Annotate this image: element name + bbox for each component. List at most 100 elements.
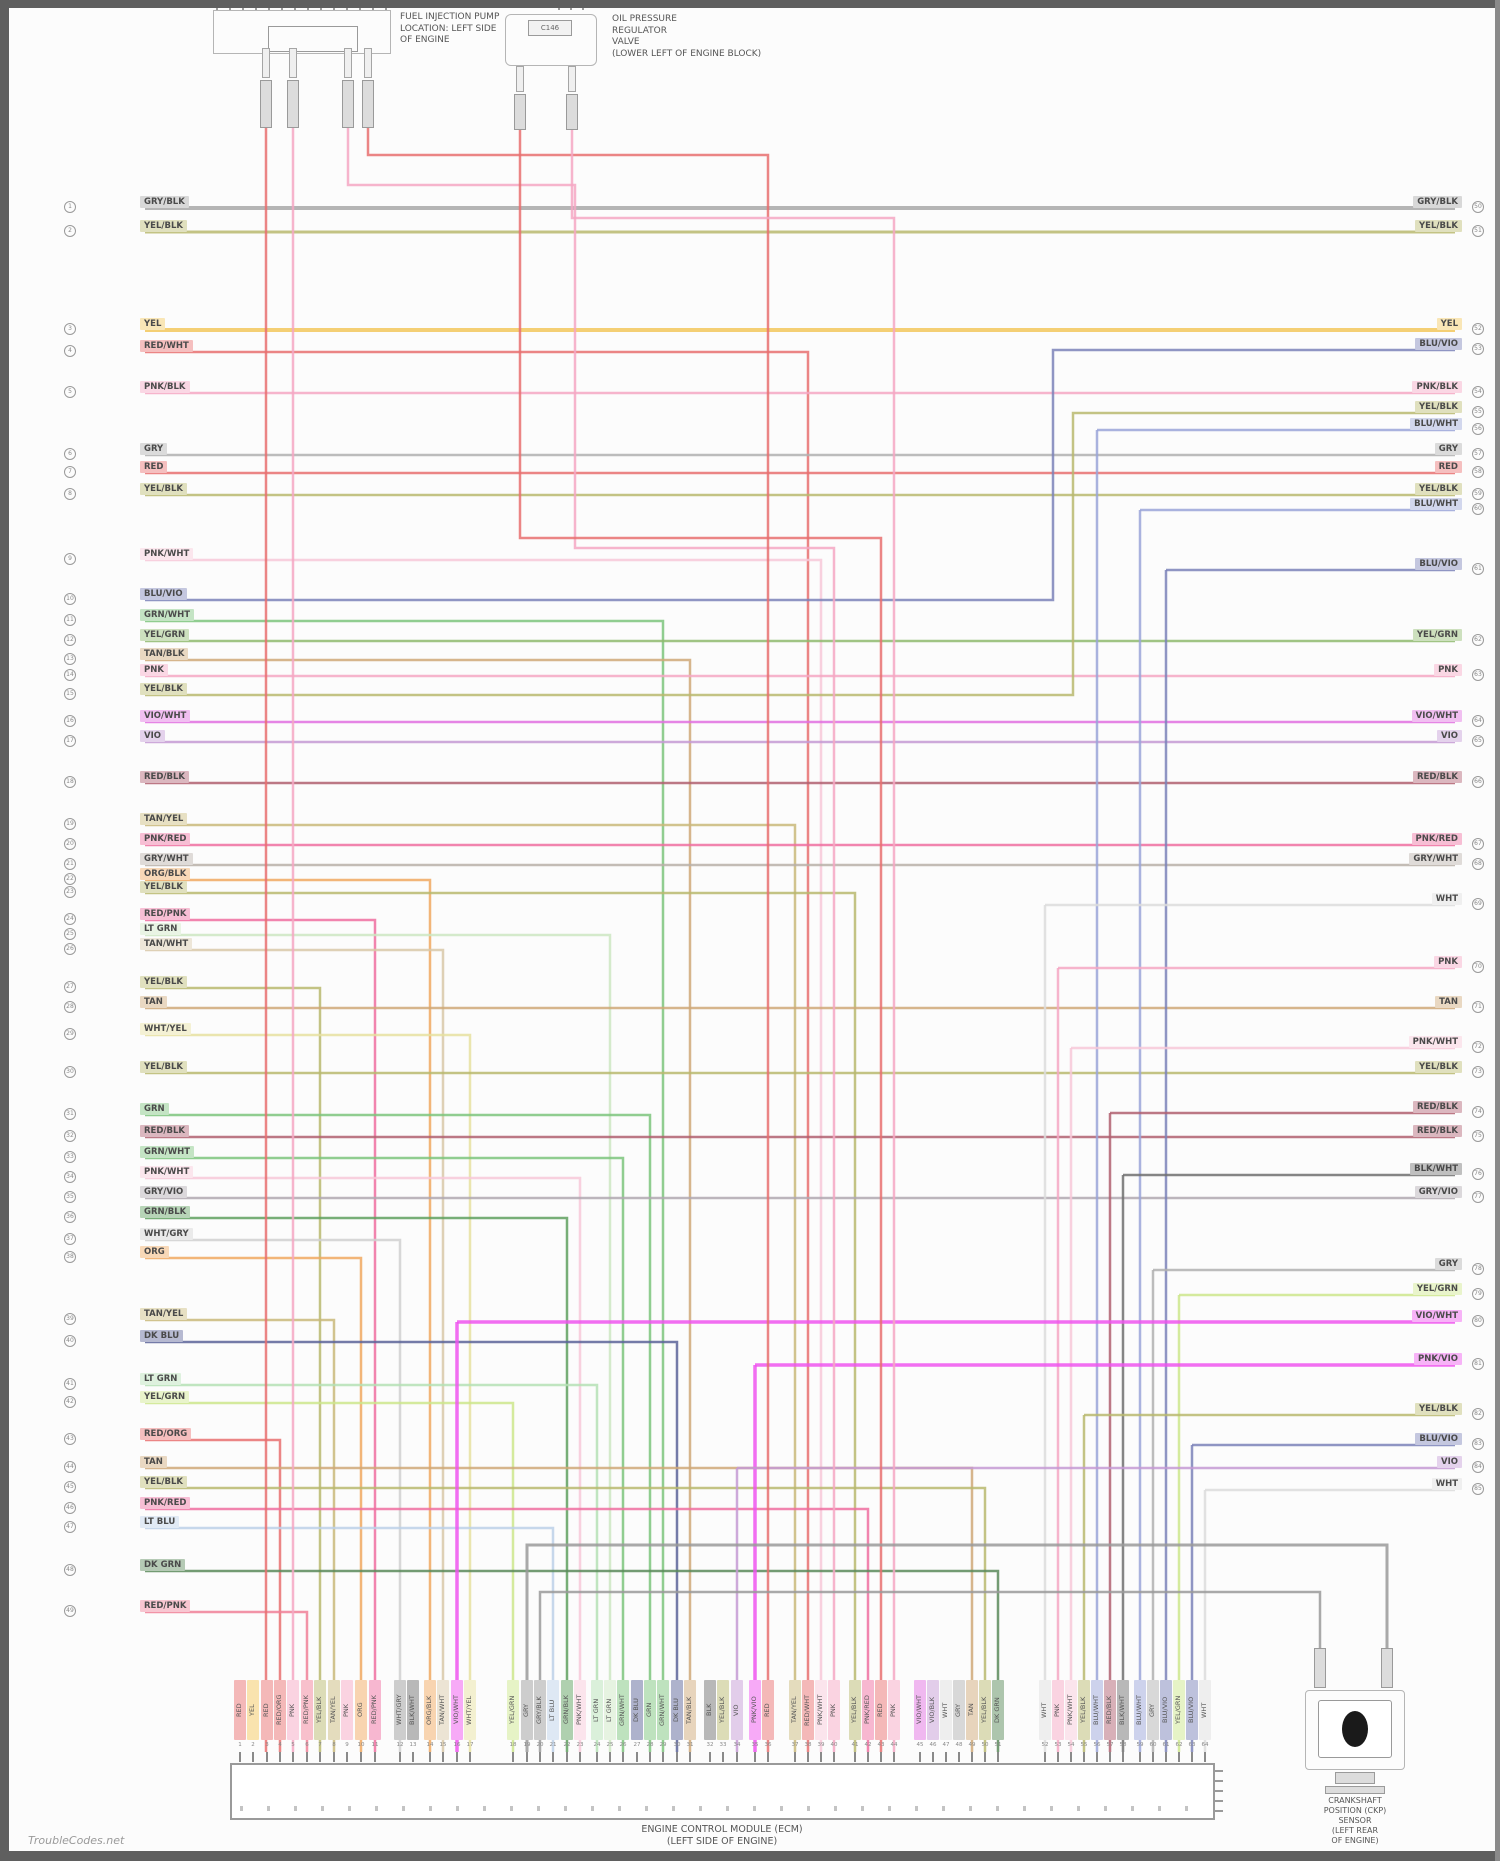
wire-label: BLK/WHT [1410, 1163, 1462, 1175]
ecm-pin-label: DK GRN [992, 1680, 1004, 1740]
ecm-pin-num: 17 [466, 1742, 474, 1748]
ecm-pin-label: RED/PNK [301, 1680, 313, 1740]
ecm-pin-label: RED/PNK [369, 1680, 381, 1740]
ecm-pin-num: 50 [981, 1742, 989, 1748]
ecm-pin-num: 34 [733, 1742, 741, 1748]
wire-segment [145, 948, 445, 1752]
pin-number: 56 [1472, 423, 1484, 435]
pin-number: 83 [1472, 1438, 1484, 1450]
ecm-pin-tick [1083, 1752, 1085, 1762]
pin-number: 72 [1472, 1041, 1484, 1053]
ecm-pin-label: WHT [1039, 1680, 1051, 1740]
ecm-pin-num: 37 [791, 1742, 799, 1748]
wire-label: YEL/BLK [140, 976, 187, 988]
ecm-pin-num: 3 [265, 1742, 269, 1748]
wire-segment [570, 130, 896, 1752]
connector-stub [289, 48, 297, 78]
sensor-base-lower [1325, 1786, 1385, 1794]
ecm-pin-tick [1191, 1752, 1193, 1762]
connector-block [342, 80, 354, 128]
ecm-pin-num: 38 [804, 1742, 812, 1748]
wire-label: PNK [140, 664, 168, 676]
pin-number: 44 [64, 1461, 76, 1473]
wire-label: RED/PNK [140, 1600, 191, 1612]
pin-number: 43 [64, 1433, 76, 1445]
pin-number: 2 [64, 225, 76, 237]
ecm-connector-box [230, 1763, 1215, 1820]
ecm-pin-tick [736, 1752, 738, 1762]
pin-number: 50 [1472, 201, 1484, 213]
pin-number: 7 [64, 466, 76, 478]
ecm-pin-tick [997, 1752, 999, 1762]
wire-label: PNK/VIO [1413, 1353, 1462, 1365]
ecm-pin-num: 63 [1188, 1742, 1196, 1748]
pin-number: 25 [64, 928, 76, 940]
ecm-pin-num: 52 [1041, 1742, 1049, 1748]
ecm-pin-label: YEL/GRN [1173, 1680, 1185, 1740]
ecm-pin-num: 25 [606, 1742, 614, 1748]
ecm-pin-tick [754, 1752, 756, 1762]
ecm-side-tick [1215, 1790, 1223, 1792]
wire-label: GRY/WHT [1409, 853, 1462, 865]
ecm-pin-tick [609, 1752, 611, 1762]
ecm-pin-num: 19 [523, 1742, 531, 1748]
pin-number: 55 [1472, 406, 1484, 418]
ecm-pin-num: 33 [719, 1742, 727, 1748]
pin-number: 49 [64, 1605, 76, 1617]
wire-label: YEL/BLK [140, 881, 187, 893]
ecm-pin-num: 26 [619, 1742, 627, 1748]
ecm-pin-tick [1178, 1752, 1180, 1762]
wire-label: BLU/WHT [1410, 418, 1462, 430]
pin-number: 84 [1472, 1461, 1484, 1473]
pin-number: 73 [1472, 1066, 1484, 1078]
ecm-pin-num: 14 [426, 1742, 434, 1748]
pin-number: 4 [64, 345, 76, 357]
wire-segment [145, 619, 665, 1752]
connector-block [514, 94, 526, 130]
ecm-pin-num: 21 [549, 1742, 557, 1748]
wire-label: WHT/GRY [140, 1228, 193, 1240]
wire-label: RED/BLK [140, 1125, 189, 1137]
wire-label: PNK/RED [140, 833, 191, 845]
ecm-pin-tick [1070, 1752, 1072, 1762]
pin-number: 47 [64, 1521, 76, 1533]
connector-stub [344, 48, 352, 78]
pin-number: 3 [64, 323, 76, 335]
pin-number: 34 [64, 1171, 76, 1183]
pin-number: 18 [64, 776, 76, 788]
wire-segment [145, 658, 692, 1752]
ecm-pin-num: 7 [318, 1742, 322, 1748]
ecm-pin-tick [676, 1752, 678, 1762]
pin-number: 9 [64, 553, 76, 565]
wire-label: TAN [1435, 996, 1462, 1008]
wire-label: PNK/BLK [1412, 381, 1462, 393]
wire-label: PNK/RED [140, 1497, 191, 1509]
ecm-pin-tick [945, 1752, 947, 1762]
ecm-pin-num: 58 [1119, 1742, 1127, 1748]
ecm-pin-label: PNK [1052, 1680, 1064, 1740]
ecm-pin-label: PNK/WHT [574, 1680, 586, 1740]
ecm-pin-tick [971, 1752, 973, 1762]
ecm-pin-tick [820, 1752, 822, 1762]
connector-block [566, 94, 578, 130]
pin-number: 23 [64, 886, 76, 898]
pin-number: 19 [64, 818, 76, 830]
ecm-pin-tick [649, 1752, 651, 1762]
wire-label: PNK/WHT [140, 1166, 194, 1178]
ecm-side-tick [1215, 1770, 1223, 1772]
pin-number: 82 [1472, 1408, 1484, 1420]
connector-block [287, 80, 299, 128]
ecm-pin-tick [932, 1752, 934, 1762]
wire-label: YEL [1436, 318, 1462, 330]
wire-label: RED/BLK [1413, 1125, 1462, 1137]
pin-number: 63 [1472, 669, 1484, 681]
connector-block [260, 80, 272, 128]
ecm-pin-tick [807, 1752, 809, 1762]
wire-label: YEL/GRN [1412, 629, 1462, 641]
wire-segment [145, 1526, 555, 1752]
pin-number: 76 [1472, 1168, 1484, 1180]
pin-number: 81 [1472, 1358, 1484, 1370]
wire-label: GRY [140, 443, 168, 455]
pin-number: 80 [1472, 1315, 1484, 1327]
component-top-right-inner [528, 20, 572, 36]
